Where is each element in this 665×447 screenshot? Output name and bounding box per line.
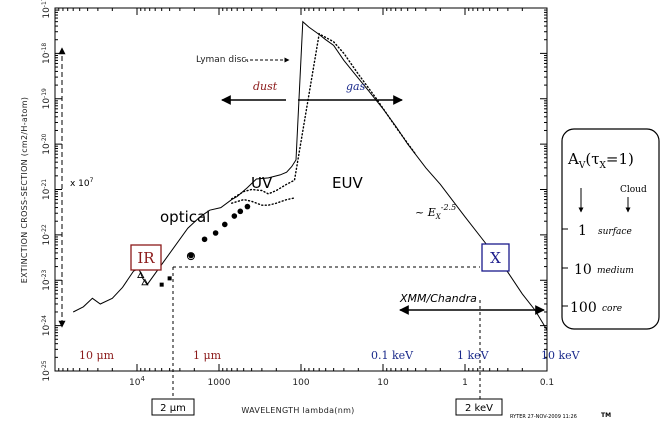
ir-label: IR: [137, 249, 155, 267]
y-axis-label: EXTINCTION CROSS-SECTION (cm2/H-atom): [20, 97, 29, 284]
band-01kev: 0.1 keV: [371, 349, 414, 362]
y-tick-label-8: 10-17: [41, 0, 52, 19]
marker-triangle-4: [141, 278, 149, 286]
marker-circle-0: [186, 252, 195, 261]
marker-dot-5: [237, 208, 244, 215]
range-factor: x 107: [70, 177, 94, 189]
dust-label: dust: [253, 80, 278, 93]
optical-label: optical: [160, 208, 210, 226]
box-2um-frame: [151, 398, 195, 416]
x-box: [481, 243, 510, 272]
sidebox-row-2-label: medium: [597, 266, 634, 276]
band-1um: 1 μm: [193, 349, 222, 362]
band-10kev: 10 keV: [541, 349, 581, 362]
marker-square-1: [167, 276, 172, 281]
marker-triangle-3: [137, 271, 145, 278]
sidebox-cloud-label: Cloud: [620, 185, 647, 195]
x-axis-label: WAVELENGTH lambda(nm): [241, 406, 354, 415]
sidebox-title: AV(τX=1): [567, 150, 634, 171]
x-label: X: [490, 249, 501, 267]
y-tick-label-5: 10-20: [41, 133, 52, 154]
x-tick-label-5: 0.1: [540, 378, 554, 388]
series-line-0: [72, 20, 548, 331]
y-tick-label-0: 10-25: [41, 360, 52, 381]
gas-label: gas: [346, 80, 366, 93]
x-tick-label-0: 104: [129, 375, 145, 388]
sidebox-row-3-label: core: [602, 304, 622, 314]
credit: RYTER 27-NOV-2009 11:26: [510, 414, 577, 420]
marker-dot-1: [201, 236, 208, 243]
sidebox-row-2-value: 10: [574, 262, 592, 278]
box-2um: 2 μm: [160, 403, 186, 414]
y-tick-label-7: 10-18: [41, 43, 52, 64]
band-1kev: 1 keV: [457, 349, 490, 362]
y-axis: 10-25 10-24 10-23 10-22 10-21 10-20 10-19 10-18…: [41, 0, 547, 382]
y-tick-label-4: 10-21: [41, 179, 52, 200]
euv-label: EUV: [332, 174, 363, 192]
marker-dot-6: [244, 203, 251, 210]
x-axis: 104 1000 100 10 1 0.1: [58, 8, 554, 388]
x-tick-label-2: 100: [292, 378, 309, 388]
marker-dot-4: [231, 213, 238, 219]
y-tick-label-3: 10-22: [41, 224, 52, 245]
y-tick-label-6: 10-19: [41, 88, 52, 109]
power-law-label: ~ EX-2.5: [415, 203, 456, 221]
x-tick-label-4: 1: [462, 378, 468, 388]
sidebox-row-1-label: surface: [598, 227, 632, 237]
box-2kev: 2 keV: [465, 403, 493, 414]
x-tick-label-1: 1000: [208, 378, 231, 388]
marker-dot-3: [221, 221, 228, 228]
lyman-label: Lyman disc.: [196, 55, 249, 65]
y-tick-label-2: 10-23: [41, 269, 52, 290]
series-line-1: [231, 32, 417, 200]
xmm-label: XMM/Chandra: [399, 292, 477, 305]
sidebox-row-1-value: 1: [578, 223, 587, 239]
y-tick-label-1: 10-24: [41, 315, 52, 336]
x-tick-label-3: 10: [377, 378, 389, 388]
marker-square-0: [159, 282, 164, 287]
series-line-2: [231, 197, 296, 206]
uv-label: UV: [251, 174, 273, 192]
sidebox-row-3-value: 100: [570, 300, 597, 316]
band-10um: 10 μm: [79, 349, 115, 362]
marker-dot-2: [212, 230, 219, 236]
ir-box: [130, 244, 162, 271]
marker-dot-0: [188, 252, 194, 259]
tm-mark: TM: [601, 412, 611, 419]
series-layer: [72, 20, 548, 331]
box-2kev-frame: [455, 398, 503, 416]
